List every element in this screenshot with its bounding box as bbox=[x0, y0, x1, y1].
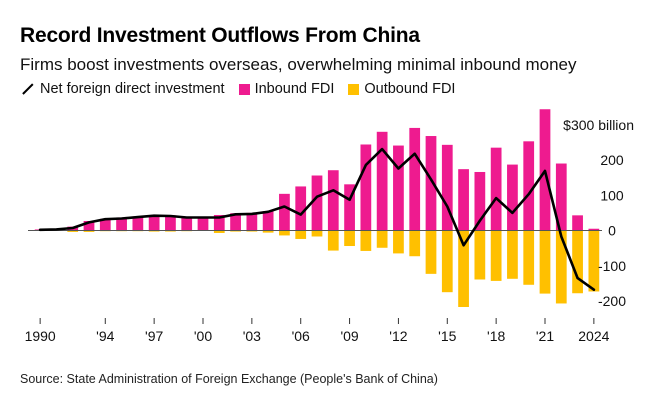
legend-item-outbound: Outbound FDI bbox=[348, 81, 455, 97]
inbound-bar bbox=[132, 216, 144, 231]
inbound-bar bbox=[344, 184, 355, 231]
outbound-bar bbox=[344, 230, 355, 247]
x-tick-label: '06 bbox=[292, 328, 310, 344]
outbound-bar bbox=[588, 230, 600, 292]
chart-subtitle: Firms boost investments overseas, overwh… bbox=[20, 55, 577, 74]
outbound-bar bbox=[376, 230, 388, 248]
inbound-bar bbox=[262, 211, 274, 231]
legend-item-inbound: Inbound FDI bbox=[238, 81, 335, 97]
inbound-bar bbox=[572, 215, 583, 231]
outbound-bar bbox=[295, 230, 307, 239]
inbound-bar bbox=[376, 131, 388, 231]
inbound-bar bbox=[441, 144, 453, 231]
outbound-bar bbox=[83, 230, 95, 232]
outbound-bar bbox=[441, 230, 453, 293]
x-tick-label: 1990 bbox=[25, 328, 56, 344]
x-tick-label: '09 bbox=[340, 328, 358, 344]
net-fdi-line bbox=[38, 147, 596, 292]
x-tick-label: '12 bbox=[389, 328, 407, 344]
inbound-bar bbox=[148, 214, 160, 231]
outbound-bar bbox=[490, 230, 502, 281]
inbound-bar bbox=[555, 163, 567, 231]
y-tick-label: $300 billion bbox=[563, 117, 634, 133]
x-tick-label: 2024 bbox=[578, 328, 609, 344]
legend: Net foreign direct investment Inbound FD… bbox=[20, 80, 469, 98]
inbound-bar bbox=[360, 144, 372, 231]
y-tick-label: 100 bbox=[600, 187, 624, 203]
y-tick-label: 200 bbox=[600, 152, 624, 168]
inbound-bar bbox=[588, 228, 600, 231]
inbound-bar bbox=[474, 171, 486, 231]
inbound-swatch-icon bbox=[238, 83, 250, 95]
outbound-bar bbox=[555, 230, 567, 304]
inbound-bar bbox=[213, 214, 225, 231]
inbound-bar bbox=[311, 175, 323, 231]
inbound-bar bbox=[327, 170, 339, 231]
outbound-bar bbox=[213, 230, 225, 233]
outbound-bar bbox=[67, 230, 79, 232]
x-tick-label: '97 bbox=[145, 328, 163, 344]
outbound-bar bbox=[279, 230, 290, 236]
inbound-bar bbox=[393, 145, 404, 231]
outbound-bar bbox=[327, 230, 339, 251]
x-tick-label: '94 bbox=[96, 328, 114, 344]
y-tick-label: -200 bbox=[598, 293, 626, 309]
outbound-bar bbox=[360, 230, 372, 251]
inbound-bar bbox=[409, 127, 421, 231]
outbound-bar bbox=[393, 230, 404, 254]
inbound-bar bbox=[83, 220, 95, 231]
inbound-bar bbox=[165, 215, 176, 231]
outbound-bar bbox=[165, 230, 176, 232]
inbound-bar bbox=[181, 217, 193, 231]
chart-title: Record Investment Outflows From China bbox=[20, 24, 420, 47]
x-tick-label: '00 bbox=[194, 328, 212, 344]
outbound-bar bbox=[230, 230, 241, 232]
outbound-bar bbox=[425, 230, 437, 274]
x-tick-label: '21 bbox=[536, 328, 554, 344]
inbound-bar bbox=[458, 169, 469, 231]
legend-label-inbound: Inbound FDI bbox=[254, 81, 335, 97]
inbound-bar bbox=[197, 217, 209, 231]
inbound-bar bbox=[490, 147, 502, 231]
x-tick-label: '15 bbox=[438, 328, 456, 344]
outbound-bar bbox=[474, 230, 486, 280]
inbound-bar bbox=[295, 186, 307, 231]
outbound-bar bbox=[507, 230, 518, 279]
legend-label-net: Net foreign direct investment bbox=[40, 81, 225, 97]
y-tick-label: -100 bbox=[598, 258, 626, 274]
inbound-bar bbox=[99, 218, 111, 231]
outbound-bar bbox=[523, 230, 535, 285]
inbound-bar bbox=[279, 193, 290, 231]
inbound-bar bbox=[116, 217, 127, 231]
x-tick-label: '18 bbox=[487, 328, 505, 344]
outbound-bar bbox=[148, 230, 160, 232]
inbound-bar bbox=[507, 164, 518, 231]
inbound-bar bbox=[523, 141, 535, 231]
outbound-bar bbox=[409, 230, 421, 257]
outbound-bar bbox=[262, 230, 274, 233]
inbound-bar bbox=[230, 213, 241, 231]
inbound-bar bbox=[425, 136, 437, 231]
y-tick-label: 0 bbox=[608, 223, 616, 239]
inbound-bar bbox=[246, 212, 258, 231]
outbound-swatch-icon bbox=[348, 83, 360, 95]
x-tick-label: '03 bbox=[243, 328, 261, 344]
legend-label-outbound: Outbound FDI bbox=[364, 81, 456, 97]
outbound-bar bbox=[539, 230, 551, 294]
source-note: Source: State Administration of Foreign … bbox=[20, 372, 438, 386]
outbound-bar bbox=[311, 230, 323, 237]
legend-item-net: Net foreign direct investment bbox=[20, 81, 225, 97]
outbound-bar bbox=[246, 230, 258, 232]
outbound-bar bbox=[458, 230, 469, 307]
outbound-bar bbox=[572, 230, 583, 294]
